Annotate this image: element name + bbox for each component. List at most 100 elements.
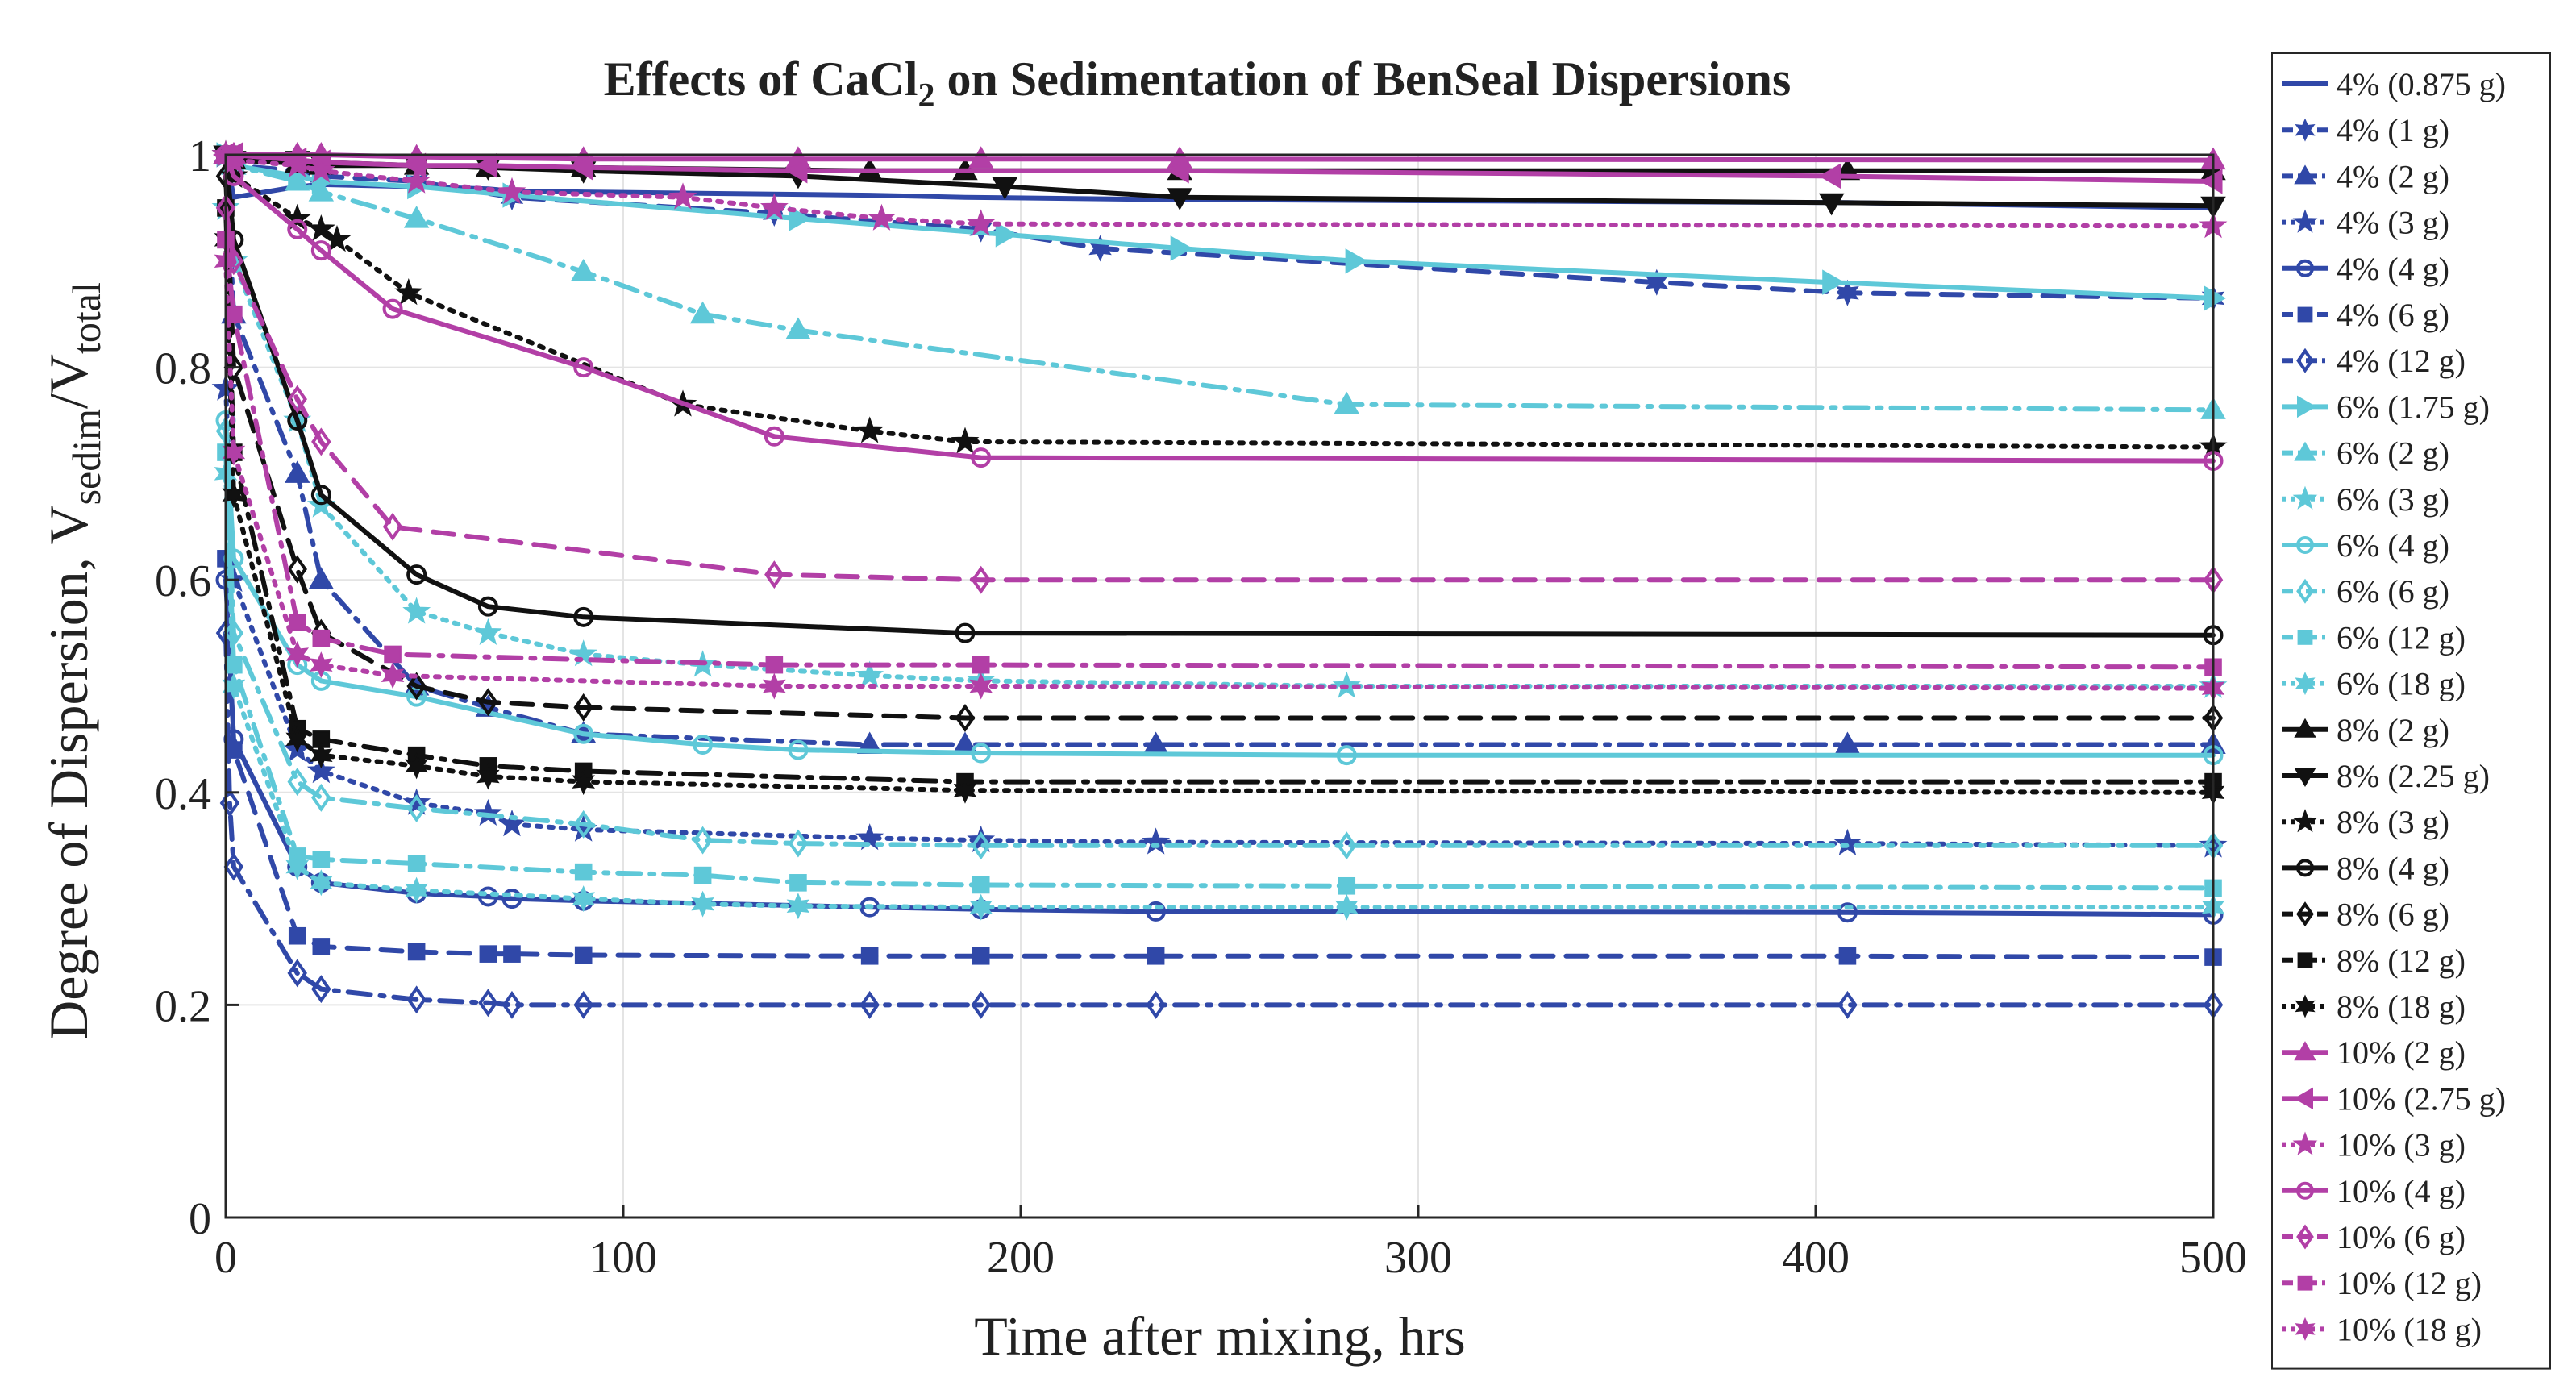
legend-marker — [2297, 952, 2313, 968]
legend-label: 4% (2 g) — [2337, 158, 2449, 194]
data-point — [308, 567, 335, 589]
data-point — [406, 672, 427, 701]
data-point — [323, 225, 352, 252]
data-point — [310, 240, 331, 261]
data-point — [497, 809, 526, 837]
data-point — [1146, 990, 1166, 1019]
data-point — [574, 863, 593, 881]
data-point — [788, 829, 809, 858]
legend-item: 8% (2.25 g) — [2282, 758, 2490, 794]
legend-marker — [2296, 901, 2314, 927]
data-point — [1837, 990, 1858, 1019]
legend-label: 10% (18 g) — [2337, 1311, 2482, 1347]
data-point — [759, 193, 789, 220]
legend-item: 4% (3 g) — [2282, 205, 2449, 241]
data-point — [1334, 893, 1359, 921]
legend-marker — [2293, 1087, 2313, 1110]
series-7 — [215, 618, 2224, 1019]
data-point — [1336, 745, 1357, 766]
data-point — [222, 672, 246, 700]
data-point — [955, 622, 976, 643]
data-point — [855, 416, 884, 443]
data-point — [406, 985, 427, 1014]
data-point — [691, 890, 714, 918]
legend-label: 8% (12 g) — [2337, 943, 2466, 979]
data-point — [287, 219, 308, 239]
data-point — [394, 277, 423, 306]
legend-label: 4% (12 g) — [2337, 343, 2466, 379]
legend-item: 8% (6 g) — [2282, 897, 2449, 933]
legend-label: 4% (1 g) — [2337, 112, 2449, 148]
x-tick-label: 300 — [1384, 1233, 1452, 1283]
data-point — [573, 357, 594, 378]
legend-item: 4% (2 g) — [2282, 158, 2449, 194]
legend-label: 4% (0.875 g) — [2337, 66, 2506, 102]
y-tick-label: 0.4 — [155, 769, 211, 819]
data-point — [312, 629, 331, 647]
legend-item: 8% (2 g) — [2282, 712, 2449, 748]
data-point — [285, 726, 310, 753]
data-point — [1334, 391, 1359, 414]
data-point — [405, 752, 428, 780]
data-point — [308, 179, 335, 202]
legend-box — [2271, 52, 2551, 1370]
legend-item: 10% (6 g) — [2282, 1219, 2466, 1255]
legend-label: 6% (3 g) — [2337, 481, 2449, 518]
x-axis-label: Time after mixing, hrs — [974, 1305, 1465, 1367]
y-tick-label: 0.2 — [155, 981, 211, 1031]
legend-marker — [2292, 209, 2318, 233]
data-point — [288, 926, 306, 945]
data-point — [479, 945, 497, 963]
data-point — [992, 177, 1018, 200]
data-point — [1167, 158, 1189, 184]
data-point — [310, 651, 333, 679]
data-point — [501, 990, 522, 1019]
data-point — [405, 876, 428, 904]
x-axis-ticks: 0 100 200 300 400 500 — [214, 1205, 2247, 1283]
legend-item: 4% (0.875 g) — [2282, 66, 2506, 102]
series-line — [223, 258, 2216, 691]
legend-label: 10% (6 g) — [2337, 1219, 2466, 1255]
data-point — [574, 946, 593, 964]
data-point — [310, 485, 331, 506]
plot-area — [211, 139, 2228, 1219]
data-point — [406, 564, 427, 585]
legend-item: 6% (4 g) — [2282, 527, 2449, 564]
legend-marker — [2295, 1317, 2316, 1341]
legend-label: 6% (6 g) — [2337, 573, 2449, 610]
legend-marker — [2297, 395, 2317, 418]
data-point — [763, 672, 786, 700]
legend-item: 6% (18 g) — [2282, 666, 2466, 702]
legend-label: 10% (12 g) — [2337, 1265, 2482, 1301]
series-line — [223, 237, 2216, 670]
data-point — [570, 258, 597, 281]
data-point — [476, 763, 500, 790]
data-point — [1147, 947, 1165, 965]
series-line — [223, 152, 2216, 638]
legend-label: 8% (2 g) — [2337, 712, 2449, 748]
data-point — [951, 427, 980, 454]
data-point — [285, 641, 310, 668]
data-point — [478, 989, 498, 1018]
data-point — [222, 439, 246, 466]
chart-title: Effects of CaCl2 on Sedimentation of Ben… — [604, 52, 1792, 114]
data-point — [668, 182, 697, 210]
title-subscript: 2 — [918, 77, 935, 114]
legend-item: 10% (4 g) — [2282, 1173, 2466, 1209]
series-line — [223, 428, 2216, 848]
data-point — [1818, 163, 1841, 189]
legend-label: 6% (2 g) — [2337, 435, 2449, 472]
legend-item: 6% (6 g) — [2282, 573, 2449, 610]
data-point — [995, 222, 1018, 248]
legend-item: 10% (2 g) — [2282, 1034, 2466, 1071]
series-line — [223, 631, 2216, 1008]
y-axis-ticks: 0 0.2 0.4 0.6 0.8 1 — [155, 131, 239, 1244]
legend-marker — [2296, 578, 2314, 604]
data-point — [786, 893, 810, 920]
data-point — [860, 947, 879, 965]
legend-item: 4% (4 g) — [2282, 251, 2449, 287]
y-label-slash: /V — [38, 354, 99, 409]
legend-marker — [2295, 118, 2316, 142]
y-axis-label: Degree of Dispersion, Vsedim/Vtotal — [38, 282, 109, 1040]
series-line — [223, 173, 2216, 721]
